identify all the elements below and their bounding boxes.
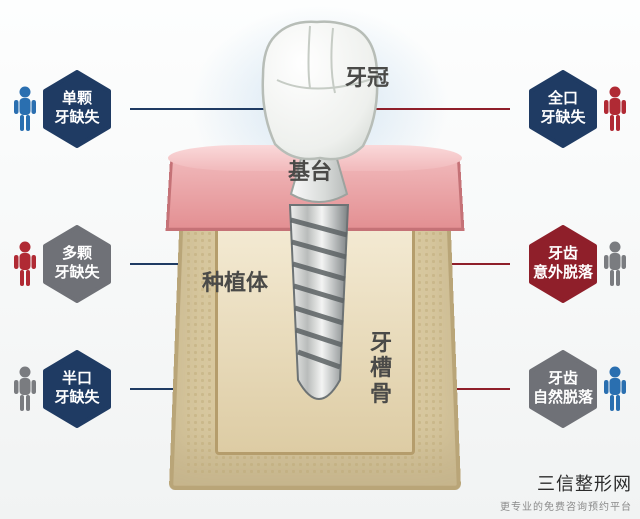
person-icon [602, 365, 628, 413]
label-implant: 种植体 [202, 265, 268, 297]
hex-text: 多颗 牙缺失 [50, 245, 103, 283]
hex-label: 牙齿 意外脱落 [528, 225, 598, 303]
connector-line [365, 108, 510, 110]
hex-label: 多颗 牙缺失 [42, 225, 112, 303]
watermark-brand: 三信整形网 [500, 470, 632, 496]
hex-text: 牙齿 意外脱落 [529, 245, 597, 283]
indication-right: 全口 牙缺失 [528, 70, 628, 148]
label-alveolar: 牙 槽 骨 [370, 330, 392, 406]
hex-text: 单颗 牙缺失 [50, 90, 103, 128]
watermark-tagline: 更专业的免费咨询预约平台 [500, 498, 632, 513]
person-icon [12, 240, 38, 288]
indication-left: 多颗 牙缺失 [12, 225, 112, 303]
label-abutment: 基台 [288, 154, 332, 186]
hex-text: 半口 牙缺失 [50, 370, 103, 408]
hex-label: 牙齿 自然脱落 [528, 350, 598, 428]
implant-screw [280, 200, 358, 420]
indication-right: 牙齿 意外脱落 [528, 225, 628, 303]
indication-left: 单颗 牙缺失 [12, 70, 112, 148]
watermark: 三信整形网 更专业的免费咨询预约平台 [500, 470, 632, 513]
person-icon [12, 365, 38, 413]
diagram-canvas: 牙冠 基台 种植体 牙 槽 骨 三信整形网 更专业的免费咨询预约平台 单颗 牙缺… [0, 0, 640, 519]
hex-label: 单颗 牙缺失 [42, 70, 112, 148]
label-crown: 牙冠 [345, 60, 389, 92]
hex-text: 全口 牙缺失 [536, 90, 589, 128]
indication-right: 牙齿 自然脱落 [528, 350, 628, 428]
hex-label: 全口 牙缺失 [528, 70, 598, 148]
hex-text: 牙齿 自然脱落 [529, 370, 597, 408]
person-icon [602, 85, 628, 133]
indication-left: 半口 牙缺失 [12, 350, 112, 428]
person-icon [12, 85, 38, 133]
hex-label: 半口 牙缺失 [42, 350, 112, 428]
person-icon [602, 240, 628, 288]
